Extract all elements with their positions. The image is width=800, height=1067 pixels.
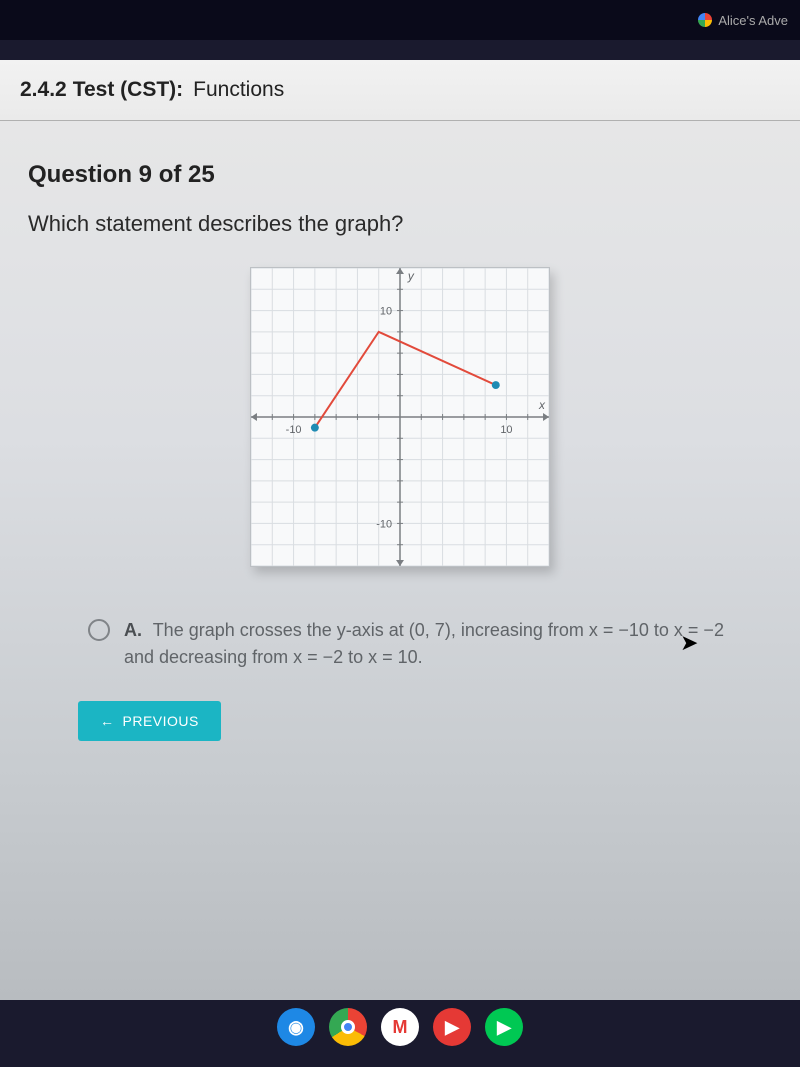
- option-A[interactable]: A. The graph crosses the y-axis at (0, 7…: [28, 617, 772, 671]
- taskbar: ◉ M ▶ ▶: [0, 997, 800, 1057]
- svg-text:y: y: [407, 269, 415, 283]
- arrow-left-icon: ←: [100, 713, 115, 729]
- option-A-text: A. The graph crosses the y-axis at (0, 7…: [124, 617, 732, 671]
- chrome-icon[interactable]: [329, 1008, 367, 1046]
- previous-label: PREVIOUS: [123, 713, 199, 729]
- test-name: Functions: [193, 78, 284, 102]
- option-A-letter: A.: [124, 620, 142, 640]
- test-header: 2.4.2 Test (CST): Functions: [0, 60, 800, 121]
- tab-title: Alice's Adve: [718, 13, 788, 28]
- app-screen: 2.4.2 Test (CST): Functions Question 9 o…: [0, 60, 800, 1000]
- youtube-icon[interactable]: ▶: [433, 1008, 471, 1046]
- gmail-icon[interactable]: M: [381, 1008, 419, 1046]
- svg-text:10: 10: [500, 424, 512, 436]
- svg-text:-10: -10: [286, 424, 302, 436]
- option-A-full: The graph crosses the y-axis at (0, 7), …: [124, 620, 724, 667]
- question-prompt: Which statement describes the graph?: [28, 211, 772, 237]
- chart-container: 10 -10 10 -10 x y: [28, 267, 772, 567]
- chrome-favicon-icon: [698, 13, 712, 27]
- radio-A[interactable]: [88, 619, 110, 641]
- svg-text:x: x: [538, 398, 546, 412]
- svg-text:-10: -10: [376, 518, 392, 530]
- browser-tab-fragment[interactable]: Alice's Adve: [698, 13, 788, 28]
- previous-button[interactable]: ← PREVIOUS: [78, 701, 221, 741]
- svg-text:10: 10: [380, 306, 392, 318]
- question-content: Question 9 of 25 Which statement describ…: [0, 121, 800, 741]
- graph-plot: 10 -10 10 -10 x y: [250, 267, 550, 567]
- test-label: Test (CST):: [73, 78, 183, 102]
- section-number: 2.4.2: [20, 78, 67, 102]
- question-counter: Question 9 of 25: [28, 161, 772, 189]
- browser-chrome: Alice's Adve: [0, 0, 800, 40]
- play-icon[interactable]: ▶: [485, 1008, 523, 1046]
- files-icon[interactable]: ◉: [277, 1008, 315, 1046]
